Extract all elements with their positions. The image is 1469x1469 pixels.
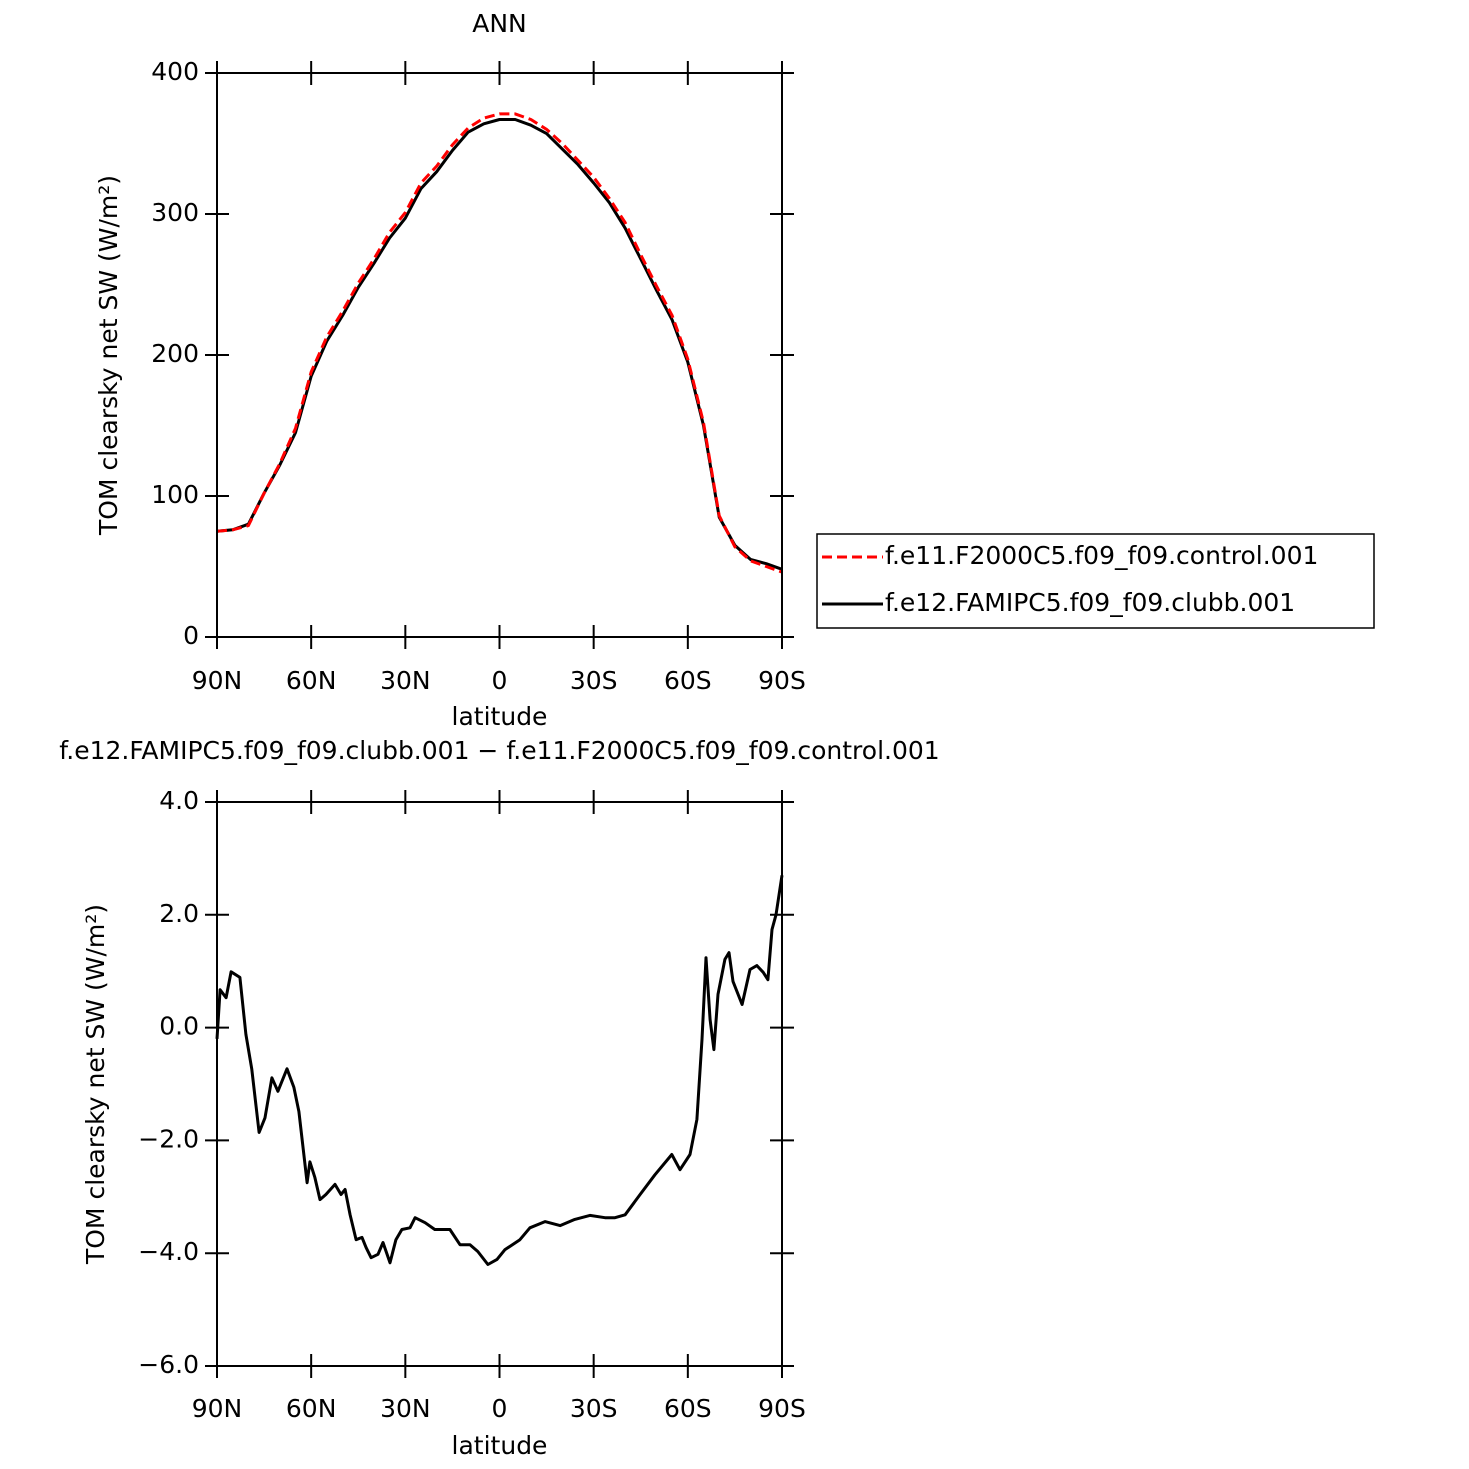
y-tick-label: 2.0 — [159, 899, 199, 928]
legend-label: f.e12.FAMIPC5.f09_f09.clubb.001 — [885, 588, 1295, 617]
y-tick-label: 300 — [151, 198, 199, 227]
chart-title: f.e12.FAMIPC5.f09_f09.clubb.001 − f.e11.… — [59, 736, 939, 765]
y-tick-label: 100 — [151, 480, 199, 509]
y-tick-label: −4.0 — [138, 1237, 199, 1266]
x-tick-label: 60N — [286, 1394, 337, 1423]
plot-frame — [216, 801, 783, 1367]
x-axis-label: latitude — [452, 1431, 548, 1460]
plot-frame — [216, 72, 783, 638]
x-tick-label: 90N — [192, 666, 243, 695]
x-tick-label: 90S — [758, 666, 806, 695]
legend-box — [816, 533, 1375, 629]
x-tick-label: 60S — [664, 666, 712, 695]
x-tick-label: 60N — [286, 666, 337, 695]
y-axis-label: TOM clearsky net SW (W/m²) — [94, 175, 123, 536]
x-axis-label: latitude — [452, 702, 548, 731]
y-tick-label: 200 — [151, 339, 199, 368]
y-tick-label: 0 — [183, 621, 199, 650]
y-tick-label: −2.0 — [138, 1124, 199, 1153]
y-tick-label: −6.0 — [138, 1350, 199, 1379]
x-tick-label: 30S — [570, 1394, 618, 1423]
chart-title: ANN — [472, 9, 527, 38]
x-tick-label: 0 — [492, 666, 508, 695]
x-tick-label: 0 — [492, 1394, 508, 1423]
x-tick-label: 30N — [380, 1394, 431, 1423]
x-tick-label: 90N — [192, 1394, 243, 1423]
data-line — [215, 875, 784, 1266]
data-line — [216, 118, 783, 571]
y-tick-label: 0.0 — [159, 1012, 199, 1041]
x-tick-label: 60S — [664, 1394, 712, 1423]
legend-label: f.e11.F2000C5.f09_f09.control.001 — [885, 541, 1318, 570]
y-axis-label: TOM clearsky net SW (W/m²) — [81, 904, 110, 1265]
x-tick-label: 30N — [380, 666, 431, 695]
data-line — [216, 112, 783, 574]
y-tick-label: 400 — [151, 57, 199, 86]
y-tick-label: 4.0 — [159, 786, 199, 815]
x-tick-label: 30S — [570, 666, 618, 695]
x-tick-label: 90S — [758, 1394, 806, 1423]
